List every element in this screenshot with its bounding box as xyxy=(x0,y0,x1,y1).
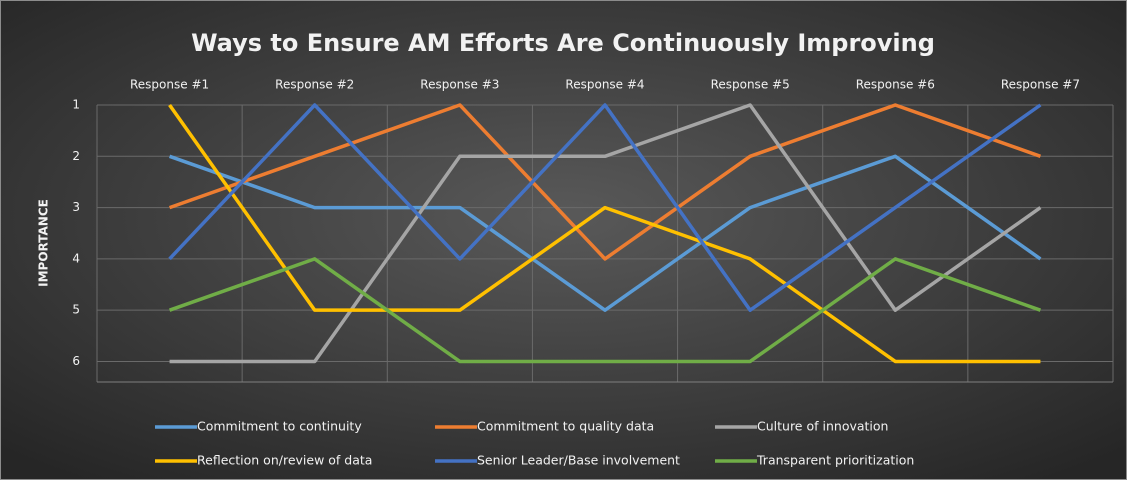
legend-label: Transparent prioritization xyxy=(756,453,914,468)
x-tick-label: Response #4 xyxy=(565,78,644,92)
y-tick-label: 5 xyxy=(72,303,80,317)
x-tick-label: Response #5 xyxy=(711,78,790,92)
x-tick-label: Response #1 xyxy=(130,78,209,92)
legend-label: Commitment to quality data xyxy=(477,419,654,434)
series-line xyxy=(168,103,1041,364)
y-tick-label: 4 xyxy=(72,251,80,265)
x-tick-label: Response #6 xyxy=(856,78,935,92)
chart-title: Ways to Ensure AM Efforts Are Continuous… xyxy=(191,29,935,57)
series-line xyxy=(168,154,1042,312)
legend-label: Reflection on/review of data xyxy=(197,453,372,468)
y-tick-label: 6 xyxy=(72,354,80,368)
series-line xyxy=(169,103,1042,364)
x-tick-label: Response #2 xyxy=(275,78,354,92)
y-axis-label: IMPORTANCE xyxy=(37,199,51,287)
series-line xyxy=(168,257,1042,364)
x-tick-label: Response #3 xyxy=(420,78,499,92)
legend-label: Senior Leader/Base involvement xyxy=(477,453,680,468)
legend-label: Culture of innovation xyxy=(757,419,888,434)
series-line xyxy=(168,103,1042,261)
series-line xyxy=(168,103,1042,312)
legend-label: Commitment to continuity xyxy=(197,419,362,434)
x-tick-label: Response #7 xyxy=(1001,78,1080,92)
y-tick-label: 3 xyxy=(72,200,80,214)
y-tick-label: 1 xyxy=(72,98,80,112)
y-tick-label: 2 xyxy=(72,149,80,163)
